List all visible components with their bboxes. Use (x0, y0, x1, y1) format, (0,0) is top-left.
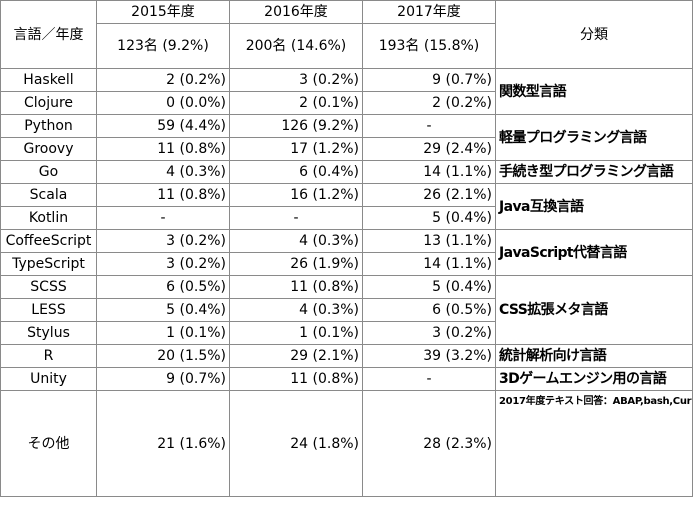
year-header-2015: 2015年度 (96, 0, 230, 24)
category-cell: CSS拡張メタ言語 (495, 275, 693, 345)
value-2017: 9 (0.7%) (362, 68, 496, 92)
value-2017: 13 (1.1%) (362, 229, 496, 253)
value-2015: 21 (1.6%) (96, 390, 230, 497)
value-2016: 29 (2.1%) (229, 344, 363, 368)
value-2016: 24 (1.8%) (229, 390, 363, 497)
table-row: Go 4 (0.3%) 6 (0.4%) 14 (1.1%) 手続き型プログラミ… (0, 160, 693, 184)
value-2015: 6 (0.5%) (96, 275, 230, 299)
total-2015: 123名 (9.2%) (96, 23, 230, 69)
value-2017: 5 (0.4%) (362, 206, 496, 230)
value-2017: - (362, 114, 496, 138)
value-2017: 6 (0.5%) (362, 298, 496, 322)
table-row: Python 59 (4.4%) 126 (9.2%) - 軽量プログラミング言… (0, 114, 693, 161)
value-2016: 11 (0.8%) (229, 367, 363, 391)
language-name: SCSS (0, 275, 97, 299)
value-2015: 0 (0.0%) (96, 91, 230, 115)
value-2016: 26 (1.9%) (229, 252, 363, 276)
value-2015: 11 (0.8%) (96, 137, 230, 161)
table-row: Clojure 0 (0.0%) 2 (0.1%) 2 (0.2%) (0, 91, 693, 115)
language-name: CoffeeScript (0, 229, 97, 253)
language-name: LESS (0, 298, 97, 322)
table-row: Scala 11 (0.8%) 16 (1.2%) 26 (2.1%) Java… (0, 183, 693, 230)
language-name: Scala (0, 183, 97, 207)
table-row: CoffeeScript 3 (0.2%) 4 (0.3%) 13 (1.1%)… (0, 229, 693, 276)
year-header-2017: 2017年度 (362, 0, 496, 24)
category-cell: 関数型言語 (495, 68, 693, 115)
value-2015: - (96, 206, 230, 230)
value-2015: 11 (0.8%) (96, 183, 230, 207)
value-2015: 1 (0.1%) (96, 321, 230, 345)
value-2015: 9 (0.7%) (96, 367, 230, 391)
header-row-years: 言語／年度 2015年度 2016年度 2017年度 分類 (0, 0, 693, 69)
value-2016: 16 (1.2%) (229, 183, 363, 207)
language-name: R (0, 344, 97, 368)
total-2017: 193名 (15.8%) (362, 23, 496, 69)
value-2016: 17 (1.2%) (229, 137, 363, 161)
category-cell: 3Dゲームエンジン用の言語 (495, 367, 693, 391)
table-row: Unity 9 (0.7%) 11 (0.8%) - 3Dゲームエンジン用の言語 (0, 367, 693, 391)
language-name: Python (0, 114, 97, 138)
language-name: その他 (0, 390, 97, 497)
value-2015: 20 (1.5%) (96, 344, 230, 368)
language-name: Groovy (0, 137, 97, 161)
corner-header: 言語／年度 (0, 0, 97, 69)
value-2016: 4 (0.3%) (229, 298, 363, 322)
table-row: SCSS 6 (0.5%) 11 (0.8%) 5 (0.4%) CSS拡張メタ… (0, 275, 693, 345)
value-2017: 3 (0.2%) (362, 321, 496, 345)
value-2017: 29 (2.4%) (362, 137, 496, 161)
category-cell: JavaScript代替言語 (495, 229, 693, 276)
value-2015: 3 (0.2%) (96, 252, 230, 276)
language-name: Stylus (0, 321, 97, 345)
other-languages-note: 2017年度テキスト回答：ABAP,bash,Curl,VBA LotusScr… (495, 390, 693, 497)
table-row: Haskell 2 (0.2%) 3 (0.2%) 9 (0.7%) 関数型言語 (0, 68, 693, 115)
value-2017: - (362, 367, 496, 391)
header-row-totals: 123名 (9.2%) 200名 (14.6%) 193名 (15.8%) (1, 23, 693, 69)
value-2017: 26 (2.1%) (362, 183, 496, 207)
table-row: LESS 5 (0.4%) 4 (0.3%) 6 (0.5%) (0, 298, 693, 322)
value-2015: 3 (0.2%) (96, 229, 230, 253)
value-2015: 4 (0.3%) (96, 160, 230, 184)
value-2017: 14 (1.1%) (362, 252, 496, 276)
category-cell: 手続き型プログラミング言語 (495, 160, 693, 184)
total-2016: 200名 (14.6%) (229, 23, 363, 69)
language-name: TypeScript (0, 252, 97, 276)
value-2016: 4 (0.3%) (229, 229, 363, 253)
category-header: 分類 (495, 0, 693, 69)
value-2015: 2 (0.2%) (96, 68, 230, 92)
table-row: TypeScript 3 (0.2%) 26 (1.9%) 14 (1.1%) (0, 252, 693, 276)
table-row: Groovy 11 (0.8%) 17 (1.2%) 29 (2.4%) (0, 137, 693, 161)
language-name: Kotlin (0, 206, 97, 230)
year-header-2016: 2016年度 (229, 0, 363, 24)
category-cell: 統計解析向け言語 (495, 344, 693, 368)
value-2015: 5 (0.4%) (96, 298, 230, 322)
category-cell: 軽量プログラミング言語 (495, 114, 693, 161)
value-2016: 6 (0.4%) (229, 160, 363, 184)
value-2016: 2 (0.1%) (229, 91, 363, 115)
language-table: 言語／年度 2015年度 2016年度 2017年度 分類 123名 (9.2%… (0, 0, 693, 497)
value-2016: 11 (0.8%) (229, 275, 363, 299)
language-name: Go (0, 160, 97, 184)
table-row: その他 21 (1.6%) 24 (1.8%) 28 (2.3%) 2017年度… (0, 390, 693, 497)
value-2017: 28 (2.3%) (362, 390, 496, 497)
value-2017: 2 (0.2%) (362, 91, 496, 115)
language-name: Unity (0, 367, 97, 391)
value-2017: 14 (1.1%) (362, 160, 496, 184)
language-name: Clojure (0, 91, 97, 115)
table-row: Kotlin - - 5 (0.4%) (0, 206, 693, 230)
table-row: R 20 (1.5%) 29 (2.1%) 39 (3.2%) 統計解析向け言語 (0, 344, 693, 368)
category-cell: Java互換言語 (495, 183, 693, 230)
value-2017: 5 (0.4%) (362, 275, 496, 299)
value-2015: 59 (4.4%) (96, 114, 230, 138)
language-name: Haskell (0, 68, 97, 92)
value-2017: 39 (3.2%) (362, 344, 496, 368)
value-2016: 3 (0.2%) (229, 68, 363, 92)
value-2016: 126 (9.2%) (229, 114, 363, 138)
value-2016: 1 (0.1%) (229, 321, 363, 345)
value-2016: - (229, 206, 363, 230)
